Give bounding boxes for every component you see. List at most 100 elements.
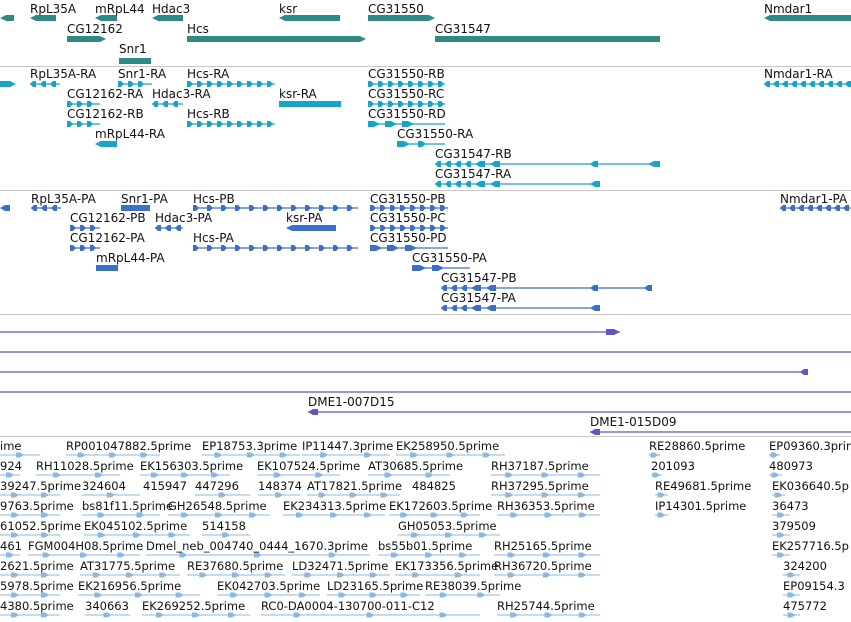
est-exon[interactable] <box>192 612 200 618</box>
est-exon[interactable] <box>218 492 227 498</box>
est-label[interactable]: bs55b01.5prime <box>378 539 473 553</box>
protein-exon[interactable] <box>471 285 481 291</box>
protein-exon[interactable] <box>90 225 96 231</box>
est-exon[interactable] <box>507 572 516 578</box>
est-label[interactable]: RH25744.5prime <box>497 599 595 613</box>
est-exon[interactable] <box>544 612 553 618</box>
est-exon[interactable] <box>168 532 177 538</box>
est-label[interactable]: GH05053.5prime <box>398 519 497 533</box>
est-exon[interactable] <box>510 612 519 618</box>
est-label[interactable]: 148374 <box>258 479 302 493</box>
est-exon[interactable] <box>151 472 159 478</box>
protein-label[interactable]: CG31547-PA <box>441 291 516 305</box>
transcript-exon[interactable] <box>368 101 374 107</box>
est-exon[interactable] <box>364 452 372 458</box>
gene-bar[interactable] <box>119 58 151 64</box>
est-exon[interactable] <box>16 452 24 458</box>
transcript-exon[interactable] <box>445 181 451 187</box>
protein-bar[interactable] <box>96 265 118 271</box>
est-label[interactable]: EK042703.5prime <box>217 579 321 593</box>
est-exon[interactable] <box>41 512 49 518</box>
protein-exon[interactable] <box>441 305 447 311</box>
est-label[interactable]: EK269252.5prime <box>142 599 246 613</box>
est-exon[interactable] <box>92 572 101 578</box>
est-exon[interactable] <box>126 572 134 578</box>
est-exon[interactable] <box>425 472 434 478</box>
est-label[interactable]: RH11028.5prime <box>36 459 134 473</box>
protein-exon[interactable] <box>451 305 457 311</box>
est-exon[interactable] <box>482 452 491 458</box>
gene-label[interactable]: mRpL44 <box>95 2 145 16</box>
protein-label[interactable]: CG31547-PB <box>441 271 517 285</box>
transcript-exon[interactable] <box>197 121 203 127</box>
est-exon[interactable] <box>657 512 666 518</box>
protein-exon[interactable] <box>235 205 241 211</box>
protein-exon[interactable] <box>41 205 47 211</box>
est-exon[interactable] <box>380 492 389 498</box>
protein-exon[interactable] <box>90 245 96 251</box>
est-exon[interactable] <box>439 612 448 618</box>
transcript-exon[interactable] <box>827 81 833 87</box>
transcript-exon[interactable] <box>648 161 660 167</box>
clone-exon[interactable] <box>308 409 318 415</box>
est-label[interactable]: EK045102.5prime <box>84 519 188 533</box>
transcript-exon[interactable] <box>438 101 444 107</box>
transcript-exon[interactable] <box>836 81 842 87</box>
est-exon[interactable] <box>304 572 313 578</box>
protein-label[interactable]: CG31550-PC <box>370 211 446 225</box>
protein-exon[interactable] <box>277 205 283 211</box>
est-label[interactable]: 201093 <box>651 459 695 473</box>
est-label[interactable]: EP09154.3 <box>783 579 845 593</box>
protein-exon[interactable] <box>430 225 436 231</box>
est-exon[interactable] <box>657 492 666 498</box>
est-exon[interactable] <box>445 532 453 538</box>
protein-exon[interactable] <box>319 205 325 211</box>
est-exon[interactable] <box>6 472 14 478</box>
transcript-exon[interactable] <box>67 121 73 127</box>
transcript-label[interactable]: Hcs-RB <box>187 107 230 121</box>
gene-label[interactable]: Hcs <box>187 22 209 36</box>
transcript-exon[interactable] <box>227 121 233 127</box>
transcript-label[interactable]: CG31550-RC <box>368 87 445 101</box>
gene-label[interactable]: CG12162 <box>67 22 123 36</box>
est-exon[interactable] <box>247 452 255 458</box>
clone-label[interactable]: DME1-007D15 <box>308 395 395 409</box>
protein-exon[interactable] <box>400 225 406 231</box>
gene-label[interactable]: Snr1 <box>119 42 147 56</box>
transcript-exon[interactable] <box>247 121 253 127</box>
gene-label[interactable]: Nmdar1 <box>764 2 813 16</box>
est-exon[interactable] <box>510 512 519 518</box>
est-label[interactable]: RH37295.5prime <box>491 479 589 493</box>
est-exon[interactable] <box>228 612 236 618</box>
protein-exon[interactable] <box>333 205 339 211</box>
transcript-label[interactable]: Hcs-RA <box>187 67 230 81</box>
transcript-exon[interactable] <box>267 121 273 127</box>
clone-exon[interactable] <box>800 369 808 375</box>
est-exon[interactable] <box>264 592 273 598</box>
transcript-exon[interactable] <box>77 121 83 127</box>
est-label[interactable]: RE49681.5prime <box>655 479 752 493</box>
est-exon[interactable] <box>770 452 779 458</box>
transcript-exon[interactable] <box>590 161 598 167</box>
protein-label[interactable]: mRpL44-PA <box>96 251 165 265</box>
est-exon[interactable] <box>460 512 469 518</box>
est-exon[interactable] <box>318 492 327 498</box>
protein-exon[interactable] <box>387 245 399 251</box>
est-exon[interactable] <box>578 612 587 618</box>
transcript-exon[interactable] <box>490 181 500 187</box>
est-exon[interactable] <box>53 472 61 478</box>
est-label[interactable]: 61052.5prime <box>0 519 82 533</box>
protein-exon[interactable] <box>31 205 37 211</box>
est-label[interactable]: AT31775.5prime <box>80 559 176 573</box>
protein-exon[interactable] <box>370 225 376 231</box>
est-exon[interactable] <box>42 552 51 558</box>
est-label[interactable]: IP14301.5prime <box>655 499 747 513</box>
gene-bar[interactable] <box>187 36 366 42</box>
est-label[interactable]: 324604 <box>82 479 126 493</box>
est-label[interactable]: EK036640.5p <box>772 479 849 493</box>
est-exon[interactable] <box>411 532 419 538</box>
est-exon[interactable] <box>275 492 283 498</box>
transcript-exon[interactable] <box>435 161 441 167</box>
transcript-bar[interactable] <box>95 141 117 147</box>
est-label[interactable]: 324200 <box>783 559 827 573</box>
